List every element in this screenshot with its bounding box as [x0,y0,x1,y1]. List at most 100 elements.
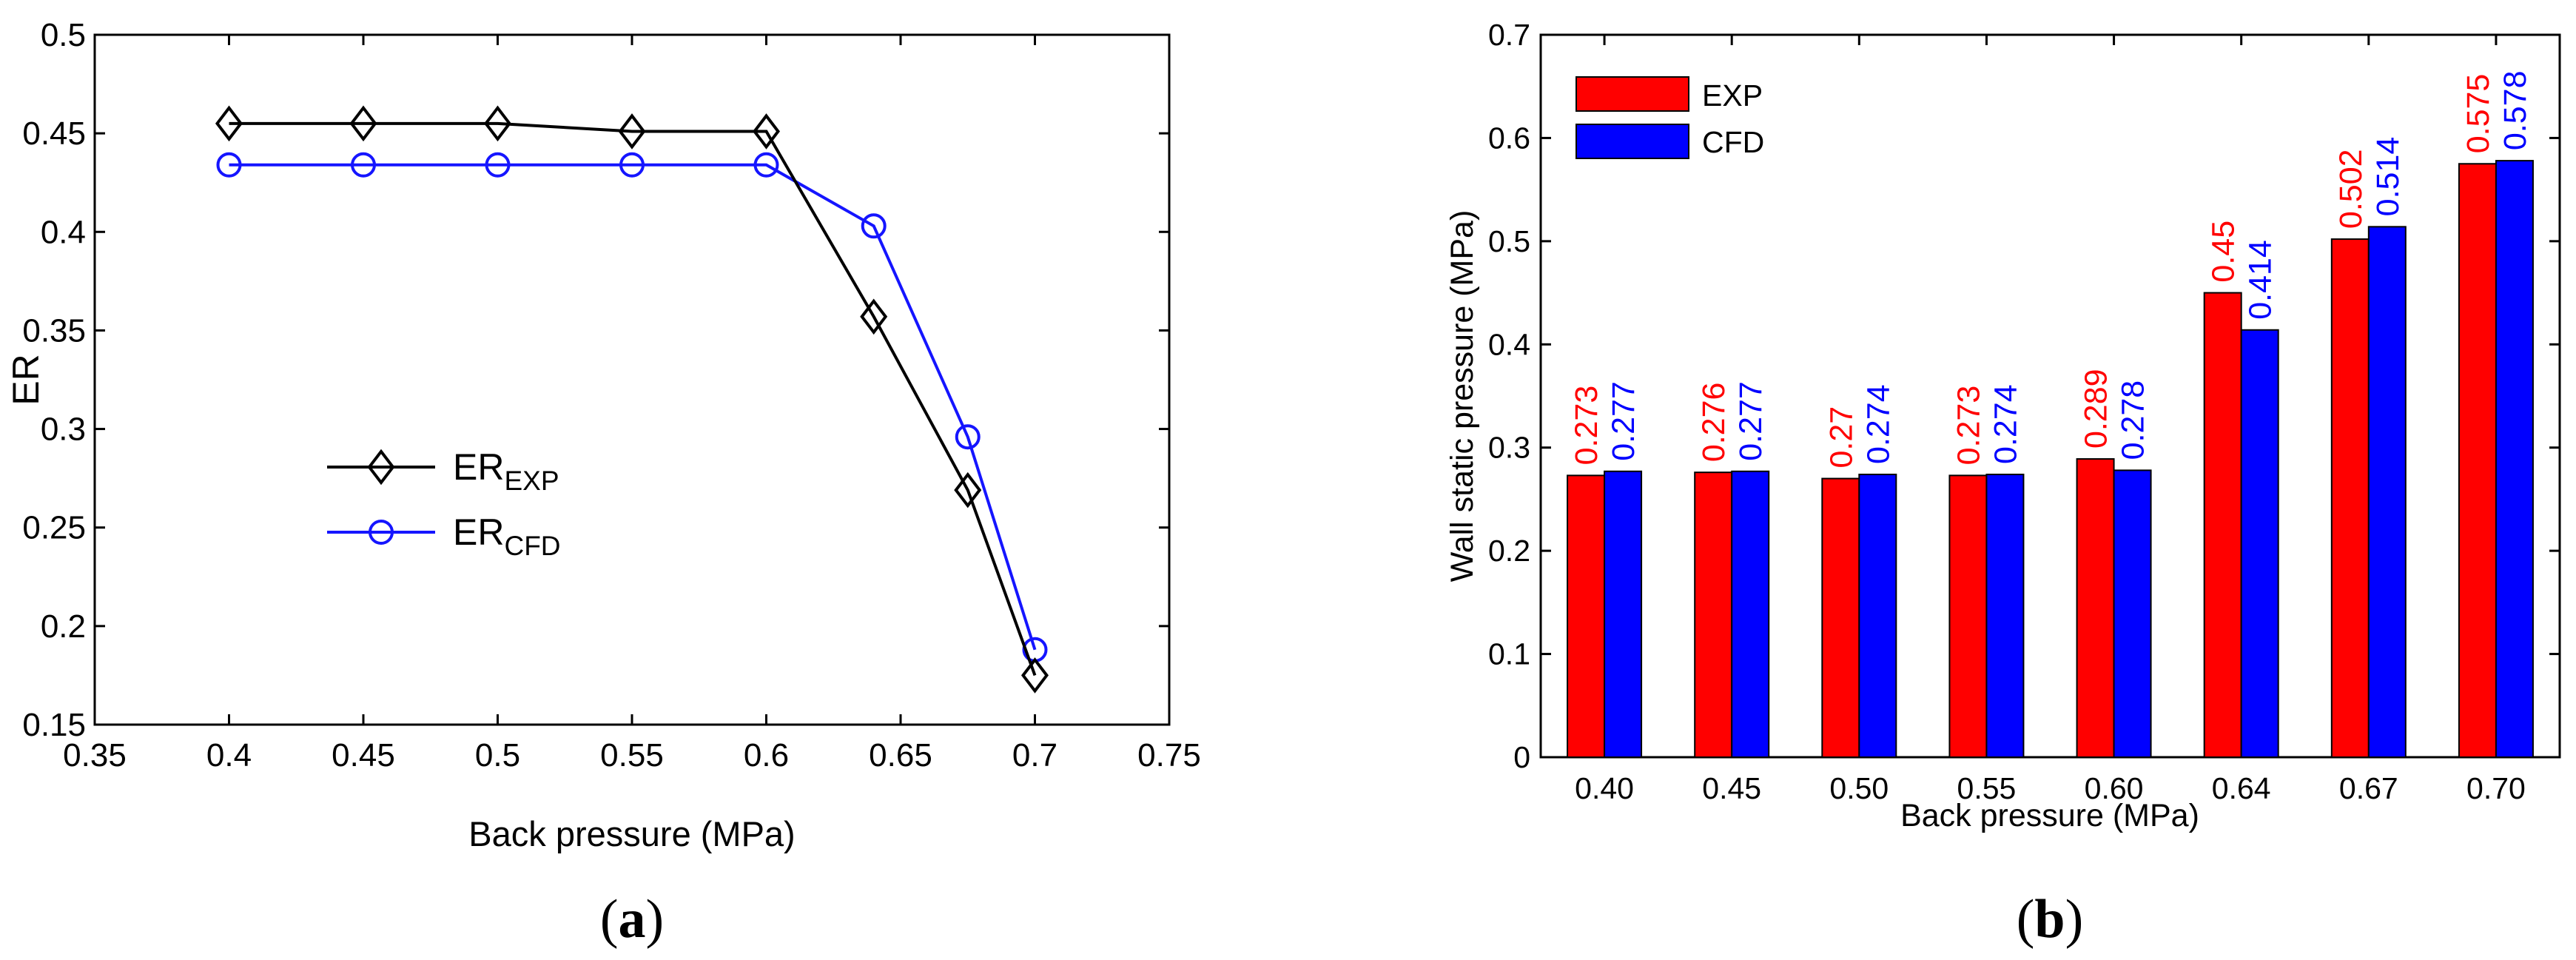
plot-a-frame [93,33,1171,726]
bar-cfd [2495,160,2534,759]
x-tick-label-b: 0.67 [2339,771,2398,805]
bar-exp [2458,163,2497,759]
plot-a-legend: EREXP ERCFD [327,446,561,561]
bar-cfd [2113,469,2152,758]
data-point-er_cfd [351,152,376,178]
caption-b: (b) [2017,889,2083,950]
legend-b-exp-swatch [1575,76,1689,112]
caption-b-letter: b [2034,889,2065,950]
data-label-cfd: 0.578 [2498,70,2533,150]
x-tick-label-b: 0.55 [1957,771,2017,805]
y-tick-label-b: 0 [1513,740,1530,774]
y-tick-label-a: 0.45 [22,115,86,152]
data-point-er_exp [752,113,781,150]
x-tick-label-b: 0.45 [1702,771,1761,805]
data-point-er_cfd [216,152,242,178]
bar-cfd [1604,470,1643,758]
y-tick-label-b: 0.6 [1488,121,1530,155]
x-tick-label-a: 0.65 [869,737,932,773]
bar-cfd [1985,473,2025,758]
x-tick-label-b: 0.50 [1829,771,1889,805]
data-point-er_exp [1020,657,1049,694]
data-label-exp: 0.27 [1823,406,1859,469]
plot-b-frame [1539,33,2561,759]
data-point-er_cfd [619,152,645,178]
data-label-exp: 0.276 [1696,383,1732,463]
x-tick-label-b: 0.40 [1575,771,1634,805]
caption-b-close: ) [2065,889,2084,950]
data-point-er_exp [860,298,888,335]
x-tick-label-a: 0.6 [744,737,789,773]
y-tick-label-a: 0.4 [41,214,86,250]
data-point-er_cfd [955,424,981,450]
caption-a: (a) [600,889,664,950]
bar-cfd [2240,329,2279,759]
y-tick-label-b: 0.2 [1488,534,1530,568]
data-label-exp: 0.502 [2333,149,2369,229]
plot-b-data: 0.273 0.277 0.276 0.277 0.27 0.274 0.273 0.274 0… [1567,70,2534,759]
bar-exp [2203,292,2242,759]
data-label-cfd: 0.274 [1860,384,1896,464]
data-label-exp: 0.289 [2079,369,2114,449]
bar-exp [1694,471,1733,758]
y-tick-label-a: 0.2 [41,608,86,645]
bar-exp [1567,474,1606,758]
x-tick-label-b: 0.64 [2212,771,2271,805]
data-label-cfd: 0.277 [1606,381,1641,461]
plot-a-ylabel: ER [5,354,47,405]
legend-a-exp-main: ER [453,446,504,488]
legend-b-cfd-label: CFD [1702,125,1764,159]
data-label-cfd: 0.514 [2370,137,2406,217]
data-point-er_cfd [861,213,887,239]
data-point-er_exp [954,471,982,508]
caption-a-letter: a [619,889,646,950]
x-tick-label-a: 0.75 [1137,737,1201,773]
legend-a-exp-marker [367,449,395,486]
y-tick-label-b: 0.4 [1488,327,1530,361]
y-tick-label-b: 0.1 [1488,637,1530,671]
y-tick-label-a: 0.5 [41,17,86,53]
y-tick-label-a: 0.15 [22,707,86,743]
x-tick-label-a: 0.35 [63,737,127,773]
y-tick-label-a: 0.35 [22,312,86,349]
legend-a-cfd-label: ERCFD [453,511,561,561]
x-tick-label-a: 0.4 [206,737,252,773]
caption-a-close: ) [646,889,665,950]
bar-cfd [2367,226,2407,758]
y-tick-label-b: 0.7 [1488,18,1530,52]
x-tick-label-a: 0.7 [1012,737,1057,773]
series-line-er_exp [229,121,1037,677]
x-tick-label-a: 0.5 [475,737,520,773]
y-tick-label-b: 0.3 [1488,431,1530,465]
legend-a-exp-label: EREXP [453,446,559,496]
bar-exp [2330,238,2370,759]
data-label-cfd: 0.274 [1988,384,2023,464]
x-tick-label-b: 0.70 [2466,771,2526,805]
y-tick-label-a: 0.25 [22,510,86,546]
panel-b-bar-chart: 0 0.1 0.2 0.3 0.4 0.5 0.6 0.7 0.40 0.45 0.50 0.55 0.… [1445,18,2561,950]
legend-b-exp-label: EXP [1702,78,1763,113]
data-label-cfd: 0.414 [2243,240,2279,320]
data-label-cfd: 0.278 [2116,380,2151,460]
plot-a-ticks: 0.35 0.4 0.45 0.5 0.55 0.6 0.65 0.7 0.75 0.15 0.2 0… [22,17,1200,773]
plot-b-ylabel: Wall static pressure (MPa) [1445,210,1480,583]
x-tick-label-a: 0.55 [600,737,664,773]
data-label-exp: 0.45 [2206,221,2242,283]
bar-cfd [1731,470,1770,758]
plot-b-xlabel: Back pressure (MPa) [1900,798,2199,833]
legend-b-cfd-swatch [1575,124,1689,159]
data-label-exp: 0.575 [2461,74,2496,154]
data-label-exp: 0.273 [1569,386,1604,466]
caption-a-open: ( [600,889,619,950]
y-tick-label-b: 0.5 [1488,224,1530,258]
x-tick-label-b: 0.60 [2085,771,2144,805]
series-line-er_cfd [229,163,1037,651]
x-tick-label-a: 0.45 [332,737,395,773]
data-point-er_cfd [485,152,511,178]
plot-a-xlabel: Back pressure (MPa) [468,814,795,853]
legend-a-exp-sub: EXP [504,466,559,496]
bar-exp [1821,477,1860,758]
legend-a-cfd-marker [369,520,394,545]
data-point-er_cfd [753,152,779,178]
